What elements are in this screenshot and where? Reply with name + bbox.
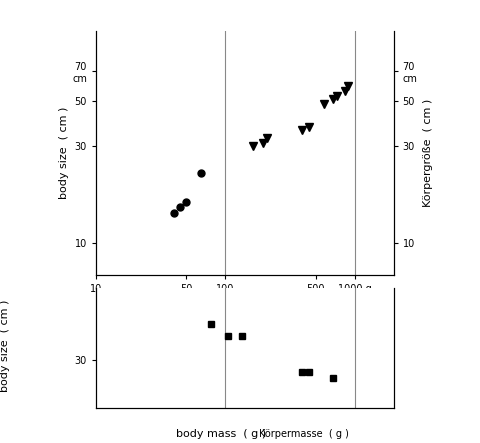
Text: Körpermasse  ( g ): Körpermasse ( g ) [259,429,349,439]
Y-axis label: Körpergröße  ( cm ): Körpergröße ( cm ) [423,99,433,207]
Text: body size  ( cm ): body size ( cm ) [0,299,10,392]
Y-axis label: body size  ( cm ): body size ( cm ) [60,107,69,199]
Text: body mass  ( g ): body mass ( g ) [176,429,266,439]
